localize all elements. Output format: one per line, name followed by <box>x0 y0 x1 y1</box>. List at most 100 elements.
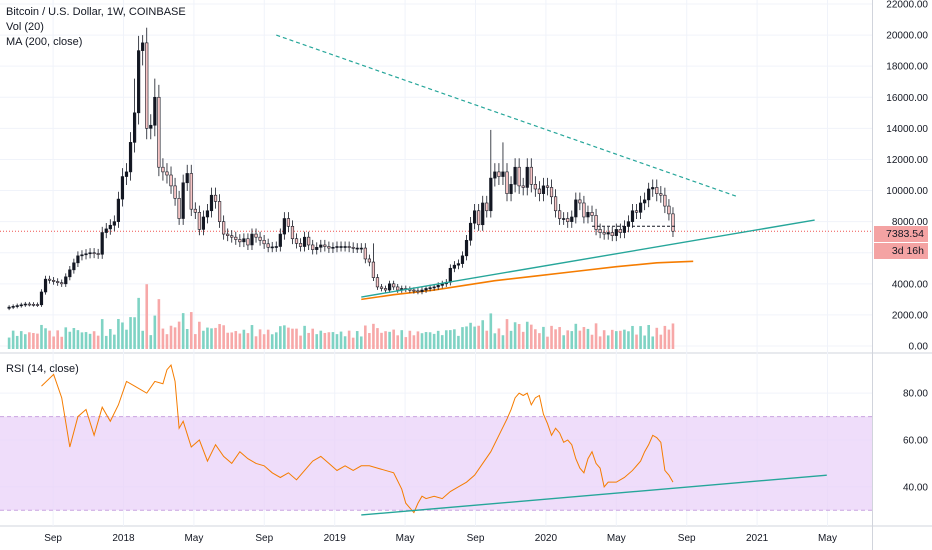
candle-body <box>331 246 335 249</box>
volume-bar <box>36 333 39 349</box>
volume-bar <box>137 297 140 349</box>
volume-bar <box>517 324 521 349</box>
candle-body <box>96 253 100 255</box>
candle-body <box>242 238 246 243</box>
candle-body <box>120 176 125 200</box>
volume-indicator-label[interactable]: Vol (20) <box>6 21 44 33</box>
candle-body <box>84 253 88 256</box>
volume-bar <box>449 330 452 349</box>
time-tick-label: May <box>184 533 203 544</box>
volume-bar <box>315 334 319 349</box>
candle-body <box>226 233 230 236</box>
volume-bar <box>88 333 92 349</box>
volume-bar <box>202 330 205 349</box>
candle-body <box>586 212 590 218</box>
trend-drawings[interactable] <box>276 34 815 298</box>
volume-bar <box>364 325 367 349</box>
volume-bar <box>343 336 347 349</box>
candle-body <box>371 261 376 278</box>
volume-bar <box>461 327 464 349</box>
candle-body <box>505 171 509 194</box>
volume-bar <box>513 322 517 349</box>
candle-body <box>343 246 347 248</box>
candle-body <box>610 232 614 236</box>
candle-body <box>379 286 384 289</box>
symbol-title[interactable]: Bitcoin / U.S. Dollar, 1W, COINBASE <box>6 6 186 18</box>
ma-indicator-label[interactable]: MA (200, close) <box>6 36 83 48</box>
volume-bar <box>19 331 23 349</box>
candle-body <box>367 258 371 263</box>
volume-bars <box>7 284 675 349</box>
volume-bar <box>465 326 468 349</box>
volume-bar <box>52 336 55 349</box>
last-price-badge: 7383.54 <box>874 226 928 242</box>
rsi-tick-label: 60.00 <box>903 436 928 447</box>
time-tick-label: 2019 <box>324 533 347 544</box>
candle-body <box>234 236 238 240</box>
candle-body <box>258 236 262 241</box>
volume-bar <box>643 335 646 349</box>
candle-body <box>590 212 594 216</box>
price-pane[interactable] <box>7 27 815 349</box>
price-tick-label: 0.00 <box>909 342 929 353</box>
rsi-legend: RSI (14, close) <box>6 362 79 377</box>
volume-bar <box>586 328 590 349</box>
volume-bar <box>32 333 35 349</box>
candle-body <box>545 185 550 188</box>
price-tick-label: 2000.00 <box>892 310 929 321</box>
rsi-pane[interactable] <box>0 363 872 516</box>
volume-bar <box>250 325 254 349</box>
candle-body <box>31 303 35 306</box>
candle-body <box>157 96 161 168</box>
candle-body <box>606 232 610 235</box>
volume-bar <box>359 336 363 349</box>
volume-bar <box>473 326 476 349</box>
volume-bar <box>230 332 234 349</box>
support-trendline[interactable] <box>361 219 815 298</box>
volume-bar <box>189 312 193 349</box>
volume-bar <box>109 329 112 349</box>
candlesticks <box>7 27 675 311</box>
candle-body <box>647 188 651 201</box>
candle-body <box>7 306 11 309</box>
volume-bar <box>117 319 120 349</box>
candle-body <box>68 269 72 278</box>
volume-bar <box>181 313 185 349</box>
volume-bar <box>339 331 343 349</box>
volume-bar <box>529 324 533 349</box>
volume-bar <box>538 333 541 349</box>
volume-bar <box>133 317 136 349</box>
volume-bar <box>566 330 570 349</box>
volume-bar <box>501 335 505 349</box>
volume-bar <box>157 299 161 349</box>
volume-bar <box>323 332 327 349</box>
candle-body <box>363 247 367 260</box>
time-tick-label: 2021 <box>746 533 769 544</box>
volume-bar <box>258 329 262 349</box>
volume-bar <box>194 334 197 349</box>
candle-body <box>149 124 153 129</box>
volume-bar <box>578 330 582 349</box>
volume-bar <box>594 323 598 349</box>
volume-bar <box>497 328 501 349</box>
candle-body <box>39 291 44 306</box>
candle-body <box>254 233 258 238</box>
candle-body <box>23 303 27 306</box>
volume-bar <box>574 323 578 349</box>
volume-bar <box>254 336 258 349</box>
volume-bar <box>663 325 667 349</box>
candle-body <box>383 288 388 291</box>
rsi-indicator-label[interactable]: RSI (14, close) <box>6 363 79 375</box>
volume-bar <box>606 335 610 349</box>
time-tick-label: 2018 <box>112 533 135 544</box>
candle-body <box>266 243 270 248</box>
volume-bar <box>226 332 229 349</box>
volume-bar <box>615 331 618 349</box>
rsi-trendline[interactable] <box>361 474 827 516</box>
volume-bar <box>242 329 246 349</box>
price-tick-label: 8000.00 <box>892 217 929 228</box>
candle-body <box>169 174 173 187</box>
resistance-trendline[interactable] <box>276 34 738 198</box>
time-tick-label: Sep <box>678 533 696 544</box>
